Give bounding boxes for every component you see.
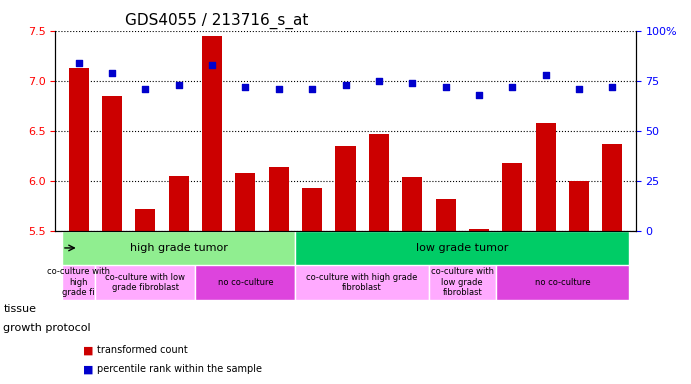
Bar [536, 123, 556, 231]
Point [507, 84, 518, 90]
Bar [202, 36, 222, 231]
Point [607, 84, 618, 90]
FancyBboxPatch shape [296, 265, 429, 300]
Text: transformed count: transformed count [97, 345, 187, 355]
Bar [135, 209, 155, 231]
Bar [369, 134, 389, 231]
Text: tissue: tissue [3, 304, 37, 314]
Text: co-culture with low
grade fibroblast: co-culture with low grade fibroblast [105, 273, 185, 292]
FancyBboxPatch shape [95, 265, 196, 300]
FancyBboxPatch shape [62, 265, 95, 300]
Point [473, 92, 484, 98]
Point [574, 86, 585, 92]
Text: ■: ■ [83, 345, 93, 355]
Point [407, 79, 418, 86]
Bar [169, 176, 189, 231]
Bar [569, 181, 589, 231]
Bar [302, 188, 322, 231]
Bar [236, 173, 256, 231]
Bar [469, 229, 489, 231]
Text: co-culture with
low grade
fibroblast: co-culture with low grade fibroblast [430, 267, 494, 297]
Bar [102, 96, 122, 231]
Bar [402, 177, 422, 231]
FancyBboxPatch shape [429, 265, 495, 300]
Text: co-culture with high grade
fibroblast: co-culture with high grade fibroblast [307, 273, 418, 292]
Bar [269, 167, 289, 231]
Point [540, 72, 551, 78]
Text: high grade tumor: high grade tumor [130, 243, 227, 253]
Bar [502, 163, 522, 231]
Point [440, 84, 451, 90]
FancyBboxPatch shape [495, 265, 629, 300]
FancyBboxPatch shape [62, 231, 296, 265]
Text: low grade tumor: low grade tumor [416, 243, 509, 253]
Text: co-culture with
high
grade fi: co-culture with high grade fi [47, 267, 110, 297]
Bar [603, 144, 623, 231]
Text: GDS4055 / 213716_s_at: GDS4055 / 213716_s_at [125, 13, 308, 29]
Point [106, 70, 117, 76]
Point [340, 82, 351, 88]
Text: percentile rank within the sample: percentile rank within the sample [97, 364, 262, 374]
Text: no co-culture: no co-culture [535, 278, 590, 287]
Point [240, 84, 251, 90]
Point [140, 86, 151, 92]
Bar [435, 199, 455, 231]
Text: ■: ■ [83, 364, 93, 374]
Point [307, 86, 318, 92]
FancyBboxPatch shape [196, 265, 296, 300]
Text: growth protocol: growth protocol [3, 323, 91, 333]
Point [207, 62, 218, 68]
Bar [68, 68, 88, 231]
Point [173, 82, 184, 88]
Point [73, 60, 84, 66]
Point [273, 86, 284, 92]
Bar [336, 146, 355, 231]
FancyBboxPatch shape [296, 231, 629, 265]
Point [373, 78, 384, 84]
Text: no co-culture: no co-culture [218, 278, 273, 287]
